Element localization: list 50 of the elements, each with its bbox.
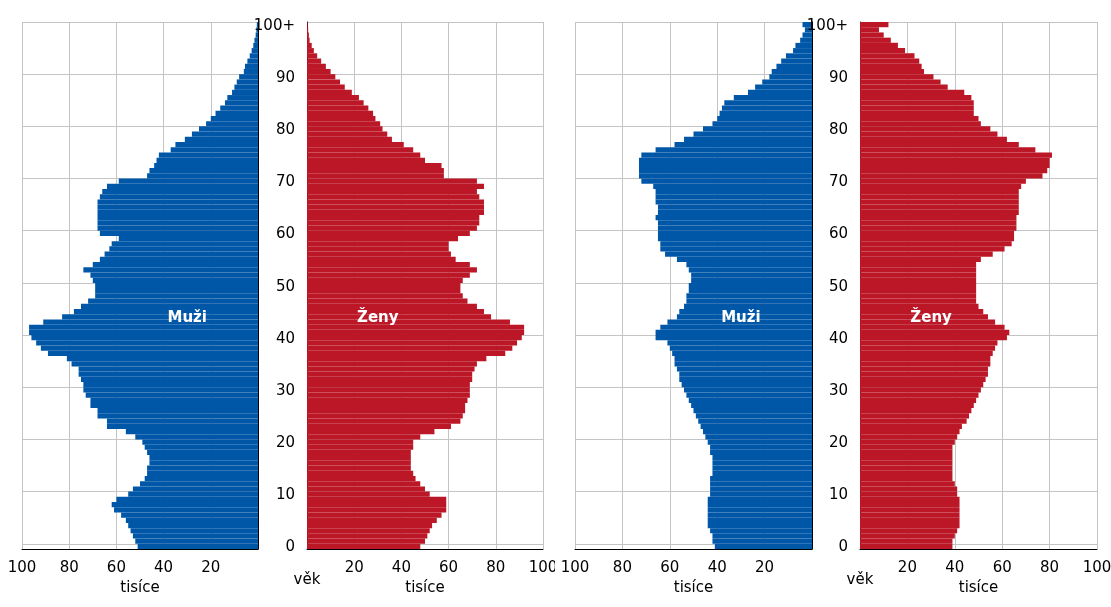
x-tick-label: 40 [154, 557, 174, 576]
x-tick-label: 20 [344, 557, 364, 576]
x-tick-label: 60 [992, 557, 1012, 576]
y-tick-label: 70 [828, 172, 848, 191]
x-tick-label: 80 [59, 557, 79, 576]
y-tick-label: 40 [828, 328, 848, 347]
x-tick-label: 40 [707, 557, 727, 576]
x-tick-label: 80 [1040, 557, 1060, 576]
x-tick-label: 100 [560, 557, 590, 576]
series-label: Ženy [357, 306, 399, 326]
y-tick-label: 40 [275, 328, 295, 347]
y-tick-label: 0 [285, 537, 295, 556]
y-tick-label: 30 [828, 380, 848, 399]
y-tick-label: 0 [838, 537, 848, 556]
x-tick-label: 60 [106, 557, 126, 576]
x-axis-title: tisíce [673, 577, 714, 596]
y-axis-title: věk [293, 569, 321, 588]
y-tick-label: 100+ [806, 15, 848, 34]
x-tick-label: 20 [897, 557, 917, 576]
y-tick-label: 10 [275, 485, 295, 504]
x-tick-label: 60 [439, 557, 459, 576]
x-axis-title: tisíce [405, 577, 445, 596]
y-tick-label: 90 [828, 67, 848, 86]
y-tick-label: 80 [275, 119, 295, 138]
series-label: Ženy [910, 306, 953, 326]
x-tick-label: 40 [391, 557, 411, 576]
y-tick-label: 10 [828, 485, 848, 504]
y-tick-label: 20 [275, 433, 295, 452]
y-tick-label: 50 [275, 276, 295, 295]
x-tick-label: 20 [755, 557, 775, 576]
series-label: Muži [721, 307, 761, 326]
x-axis-title: tisíce [120, 577, 160, 596]
x-tick-label: 100 [7, 557, 37, 576]
y-tick-label: 20 [828, 433, 848, 452]
y-tick-label: 30 [275, 380, 295, 399]
x-tick-label: 20 [201, 557, 221, 576]
y-tick-label: 70 [275, 172, 295, 191]
x-tick-label: 100 [1082, 557, 1111, 576]
y-tick-label: 60 [275, 224, 295, 243]
y-axis-title: věk [846, 569, 874, 588]
x-tick-label: 80 [612, 557, 632, 576]
x-tick-label: 60 [660, 557, 680, 576]
x-axis-title: tisíce [958, 577, 999, 596]
x-tick-label: 40 [945, 557, 965, 576]
y-tick-label: 50 [828, 276, 848, 295]
y-tick-label: 60 [828, 224, 848, 243]
y-tick-label: 80 [828, 119, 848, 138]
y-tick-label: 90 [275, 67, 295, 86]
series-label: Muži [167, 307, 207, 326]
x-tick-label: 80 [486, 557, 506, 576]
